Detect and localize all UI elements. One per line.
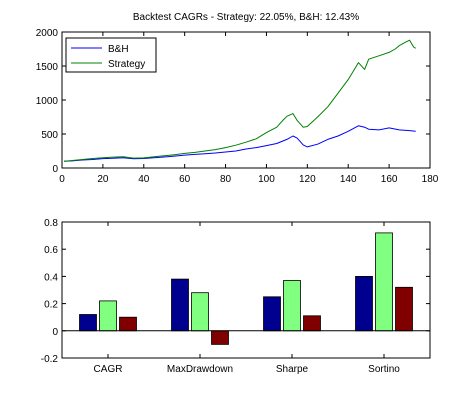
line-chart-title: Backtest CAGRs - Strategy: 22.05%, B&H: …: [133, 12, 359, 23]
line-y-tick-label: 0: [52, 164, 58, 175]
line-x-tick-label: 60: [179, 174, 191, 185]
line-axis-ticks: 0 20 40 60 80 100 120 140 160 180 0 500 1000 1500 2000: [36, 28, 439, 185]
bar-sortino-3: [395, 286, 413, 332]
line-chart: Backtest CAGRs - Strategy: 22.05%, B&H: …: [36, 12, 439, 185]
bar-chart: -0.2 0 0.2 0.4 0.6 0.8 CAGR MaxDrawdown Sharpe So…: [41, 218, 431, 375]
bar-x-tick-label: CAGR: [94, 364, 123, 375]
bar-cagr-2: [99, 300, 117, 332]
legend-label-bh: B&H: [108, 44, 129, 55]
line-y-tick-label: 500: [41, 130, 58, 141]
line-x-tick-label: 40: [138, 174, 150, 185]
line-x-tick-label: 180: [422, 174, 439, 185]
line-legend: B&H Strategy: [65, 37, 157, 73]
bar-sharpe-3: [303, 315, 321, 332]
bar-sortino-1: [355, 275, 373, 332]
bar-x-tick-label: Sortino: [368, 364, 400, 375]
line-y-tick-label: 2000: [36, 28, 59, 39]
bar-y-tick-label: 0.6: [44, 245, 58, 256]
line-x-tick-label: 120: [299, 174, 316, 185]
bar-y-tick-label: 0.4: [44, 272, 58, 283]
bar-sortino-2: [375, 232, 393, 332]
legend-label-strategy: Strategy: [108, 59, 145, 70]
line-y-tick-label: 1500: [36, 62, 59, 73]
line-x-tick-label: 140: [340, 174, 357, 185]
bar-plot-area: [61, 221, 431, 359]
bar-maxdrawdown-3: [211, 330, 229, 345]
bar-maxdrawdown-2: [191, 292, 209, 332]
line-series-b-h: [63, 125, 416, 162]
bar-y-tick-label: -0.2: [41, 354, 59, 365]
line-series-group: [63, 39, 416, 162]
bar-maxdrawdown-1: [171, 278, 189, 332]
bar-cagr-3: [119, 316, 137, 332]
bar-y-tick-label: 0.2: [44, 300, 58, 311]
line-y-tick-label: 1000: [36, 96, 59, 107]
bar-x-tick-label: MaxDrawdown: [167, 364, 233, 375]
line-x-tick-label: 160: [381, 174, 398, 185]
legend-box: [65, 37, 157, 73]
bar-bars-group: [79, 232, 413, 345]
bar-sharpe-1: [263, 296, 281, 332]
line-x-tick-label: 100: [258, 174, 275, 185]
bar-x-tick-label: Sharpe: [276, 364, 309, 375]
bar-cagr-1: [79, 314, 97, 332]
bar-y-tick-label: 0: [52, 327, 58, 338]
bar-y-tick-label: 0.8: [44, 218, 58, 229]
bar-axis-ticks: -0.2 0 0.2 0.4 0.6 0.8 CAGR MaxDrawdown Sharpe So…: [41, 218, 430, 375]
line-x-tick-label: 20: [97, 174, 109, 185]
line-series-strategy: [63, 39, 416, 162]
bar-sharpe-2: [283, 280, 301, 332]
line-x-tick-label: 0: [59, 174, 65, 185]
line-x-tick-label: 80: [220, 174, 232, 185]
